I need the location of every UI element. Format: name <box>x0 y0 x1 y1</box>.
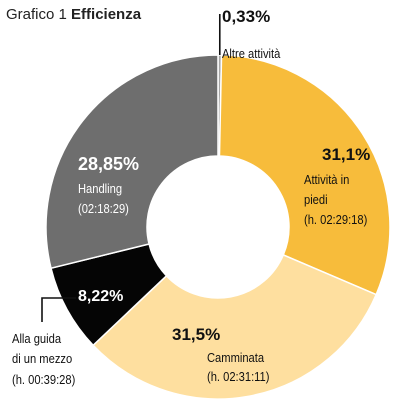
pct-label-2: 31,5% <box>172 325 220 344</box>
chart-title-main: Efficienza <box>71 6 142 23</box>
slice-label-1-line-0: Attività in <box>304 172 349 187</box>
slice-1 <box>218 54 391 296</box>
slice-label-4-line-0: Handling <box>78 181 122 196</box>
pct-label-1: 31,1% <box>322 145 370 164</box>
slice-label-3-line-0: Alla guida <box>12 331 61 346</box>
slice-label-2-line-1: (h. 02:31:11) <box>207 369 270 384</box>
slice-label-3-line-1: di un mezzo <box>12 351 72 366</box>
slice-2 <box>92 253 378 400</box>
pct-label-4: 28,85% <box>78 154 139 174</box>
slice-label-1-line-1: piedi <box>304 192 328 207</box>
chart-title: Grafico 1 Efficienza <box>6 6 141 23</box>
slice-label-1-line-2: (h. 02:29:18) <box>304 212 367 227</box>
slice-label-0-line-0: Altre attività <box>222 46 281 61</box>
slice-label-3-line-2: (h. 00:39:28) <box>12 372 75 387</box>
slice-4 <box>45 54 219 270</box>
leader-line-3 <box>41 297 76 322</box>
slice-label-2-line-0: Camminata <box>207 350 264 365</box>
chart-title-prefix: Grafico 1 <box>6 6 67 23</box>
slice-label-4-line-1: (02:18:29) <box>78 201 129 216</box>
pct-label-3: 8,22% <box>78 288 123 305</box>
pct-label-0: 0,33% <box>222 7 270 26</box>
